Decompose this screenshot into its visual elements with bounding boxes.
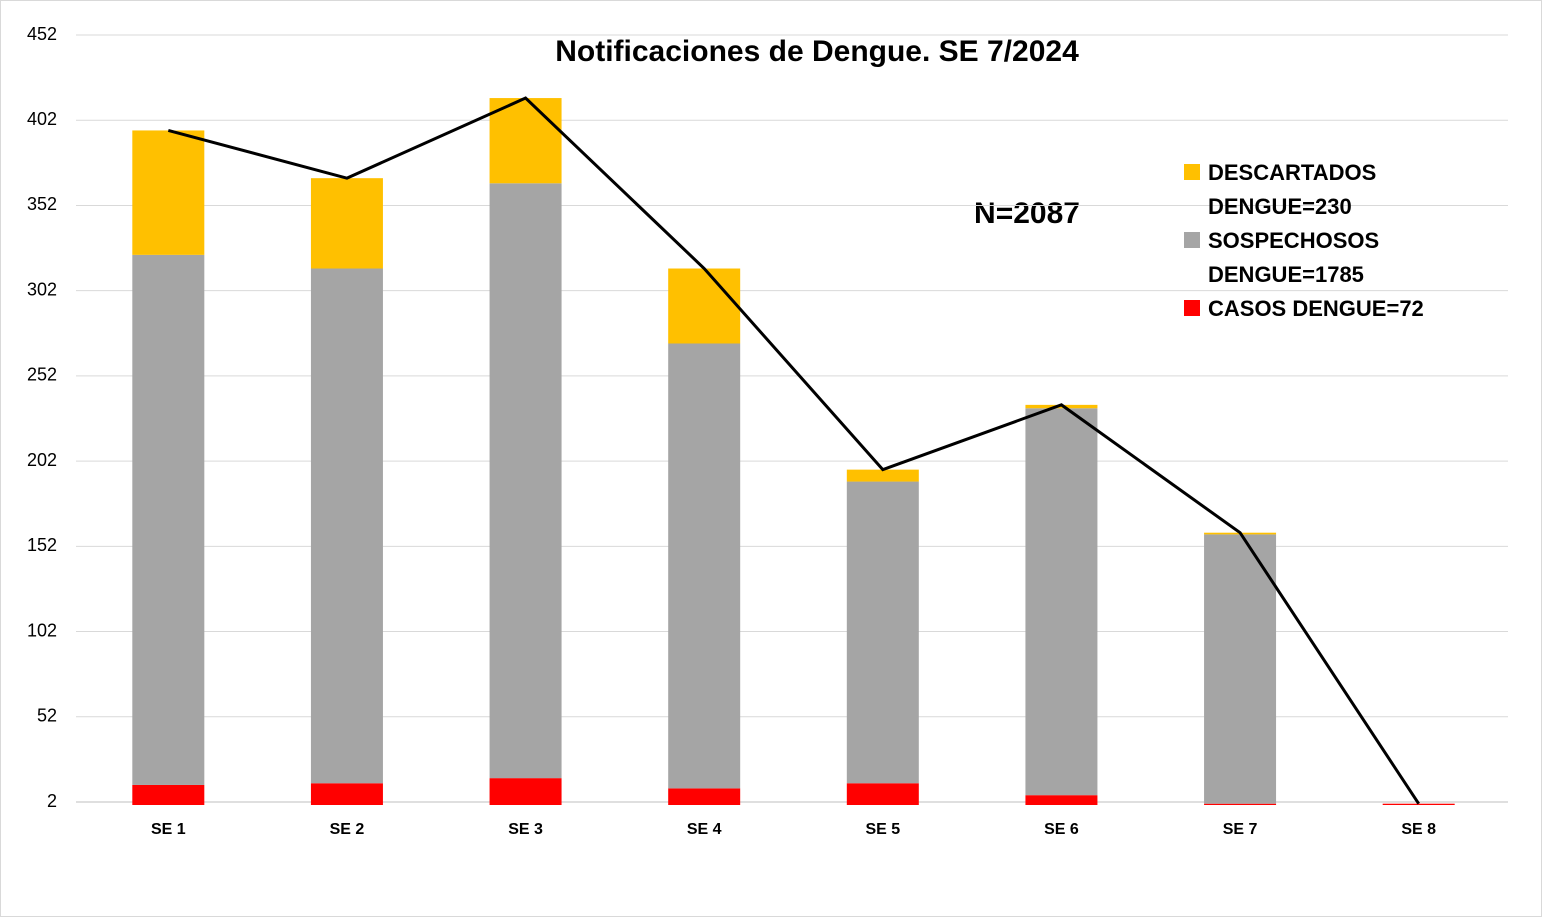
y-tick-label: 352 — [27, 194, 57, 214]
bar-segment — [489, 98, 562, 184]
legend-swatch — [1184, 300, 1200, 316]
y-tick-label: 202 — [27, 450, 57, 470]
bar-segment — [846, 481, 919, 784]
x-tick-label: SE 4 — [687, 821, 722, 838]
bar-segment — [1025, 795, 1098, 805]
legend: DESCARTADOS DENGUE=230 SOSPECHOSOS DENGUE… — [1184, 156, 1454, 326]
bar-segment — [1204, 534, 1277, 804]
x-tick-label: SE 7 — [1223, 821, 1258, 838]
total-line — [167, 96, 1420, 805]
bar-segment — [846, 469, 919, 482]
legend-label: DESCARTADOS DENGUE=230 — [1208, 160, 1377, 219]
legend-label: CASOS DENGUE=72 — [1208, 296, 1424, 321]
bar-segment — [668, 343, 741, 789]
bar-segment — [310, 268, 383, 784]
y-tick-label: 152 — [27, 535, 57, 555]
legend-swatch — [1184, 164, 1200, 180]
bar-segment — [668, 268, 741, 344]
x-tick-label: SE 1 — [151, 821, 186, 838]
legend-item: SOSPECHOSOS DENGUE=1785 — [1184, 224, 1398, 292]
x-tick-label: SE 6 — [1044, 821, 1079, 838]
bar-segment — [310, 783, 383, 805]
annotation: N=2087 — [974, 197, 1080, 230]
bar-segment — [132, 254, 205, 785]
legend-item: CASOS DENGUE=72 — [1184, 292, 1478, 326]
y-tick-label: 52 — [37, 706, 57, 726]
bar-segment — [668, 788, 741, 805]
x-tick-label: SE 3 — [508, 821, 543, 838]
bar-segment — [1382, 803, 1455, 805]
legend-item: DESCARTADOS DENGUE=230 — [1184, 156, 1398, 224]
bar-segment — [489, 778, 562, 805]
y-tick-label: 402 — [27, 109, 57, 129]
bar-segment — [132, 130, 205, 255]
chart-title: Notificaciones de Dengue. SE 7/2024 — [555, 35, 1079, 68]
legend-swatch — [1184, 232, 1200, 248]
bar-segment — [1025, 408, 1098, 796]
legend-label: SOSPECHOSOS DENGUE=1785 — [1208, 228, 1380, 287]
y-tick-label: 102 — [27, 620, 57, 640]
bar-segment — [846, 783, 919, 805]
x-tick-label: SE 5 — [865, 821, 900, 838]
x-tick-label: SE 8 — [1401, 821, 1436, 838]
bar-segment — [310, 178, 383, 269]
y-tick-label: 2 — [47, 791, 57, 811]
bar-segment — [489, 183, 562, 779]
bar-segment — [132, 784, 205, 805]
bar-segment — [1204, 803, 1277, 805]
y-tick-label: 452 — [27, 24, 57, 44]
y-tick-label: 302 — [27, 279, 57, 299]
x-tick-label: SE 2 — [330, 821, 365, 838]
y-tick-label: 252 — [27, 365, 57, 385]
